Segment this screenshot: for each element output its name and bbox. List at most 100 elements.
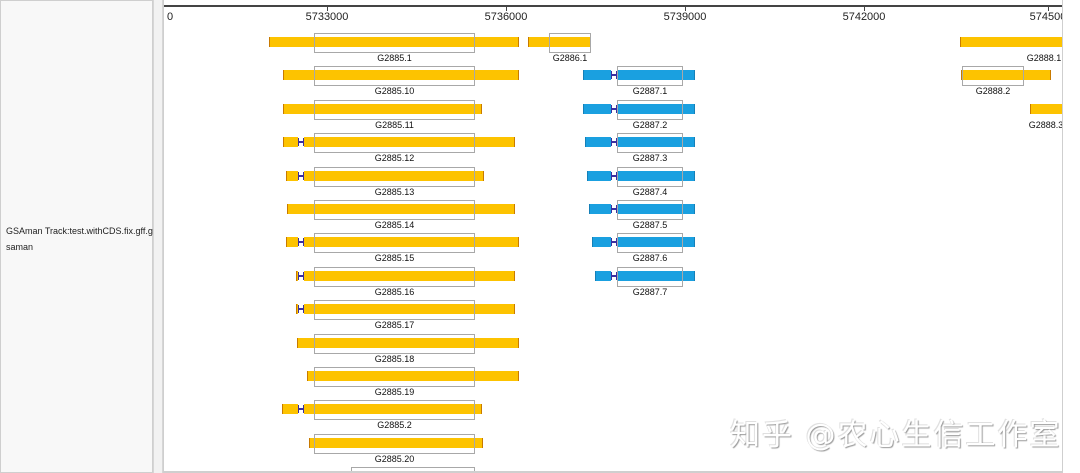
panel-splitter[interactable] bbox=[153, 0, 163, 473]
intron-line bbox=[298, 172, 304, 180]
feature-label: G2885.20 bbox=[374, 454, 415, 464]
cds-outline-box bbox=[314, 167, 475, 187]
feature-label: G2887.3 bbox=[632, 153, 668, 163]
feature-label: G2885.2 bbox=[377, 420, 412, 430]
feature-label: G2885.17 bbox=[374, 320, 415, 330]
feature-label: G2887.2 bbox=[632, 120, 668, 130]
transcript-bar[interactable] bbox=[592, 237, 695, 247]
feature-label: G2885.12 bbox=[374, 153, 415, 163]
intron-line bbox=[611, 138, 617, 146]
cds-outline-box bbox=[314, 300, 475, 320]
feature-label: G2885.16 bbox=[374, 287, 415, 297]
track-data-panel[interactable]: 0 5733000 5736000 5739000 5742000 574500 G28… bbox=[163, 0, 1063, 473]
feature-label: G2886.1 bbox=[552, 53, 588, 63]
feature-label: G2885.19 bbox=[374, 387, 415, 397]
transcript-bar[interactable] bbox=[283, 70, 519, 80]
transcript-bar[interactable] bbox=[595, 271, 695, 281]
transcript-bar[interactable] bbox=[286, 237, 519, 247]
horizontal-scrollbar[interactable] bbox=[163, 471, 1063, 473]
transcript-bar[interactable] bbox=[286, 171, 484, 181]
intron-line bbox=[298, 238, 304, 246]
intron-line bbox=[298, 305, 304, 313]
cds-outline-box bbox=[962, 66, 1024, 86]
watermark: 知乎 @农心生信工作室 bbox=[730, 418, 1062, 453]
axis-tick-label: 574500 bbox=[1029, 11, 1063, 23]
axis-tick-label: 5736000 bbox=[484, 11, 528, 23]
cds-outline-box bbox=[314, 66, 475, 86]
transcript-bar[interactable] bbox=[297, 338, 519, 348]
feature-label: G2887.1 bbox=[632, 86, 668, 96]
transcript-bar[interactable] bbox=[960, 37, 1062, 47]
transcript-bar[interactable] bbox=[282, 404, 482, 414]
intron-line bbox=[298, 405, 304, 413]
axis-tick bbox=[1048, 5, 1049, 11]
feature-label: G2887.6 bbox=[632, 253, 668, 263]
transcript-bar[interactable] bbox=[961, 70, 1051, 80]
intron-line bbox=[611, 205, 617, 213]
cds-outline-box bbox=[314, 200, 475, 220]
cds-outline-box bbox=[351, 467, 475, 473]
feature-label: G2885.13 bbox=[374, 187, 415, 197]
transcript-bar[interactable] bbox=[589, 204, 695, 214]
transcript-bar[interactable] bbox=[583, 70, 695, 80]
cds-outline-box bbox=[314, 33, 475, 53]
axis-tick bbox=[506, 5, 507, 11]
track-name: GSAman Track:test.withCDS.fix.gff.gsaman bbox=[6, 226, 153, 252]
intron-line bbox=[298, 272, 304, 280]
intron-line bbox=[611, 238, 617, 246]
cds-outline-box bbox=[549, 33, 591, 53]
transcript-bar[interactable] bbox=[283, 104, 482, 114]
transcript-bar[interactable] bbox=[1030, 104, 1062, 114]
feature-label: G2887.7 bbox=[632, 287, 668, 297]
cds-outline-box bbox=[617, 133, 683, 153]
cds-outline-box bbox=[314, 400, 475, 420]
feature-label: G2887.4 bbox=[632, 187, 668, 197]
cds-outline-box bbox=[314, 334, 475, 354]
transcript-bar[interactable] bbox=[583, 104, 695, 114]
feature-label: G2888.3 bbox=[1028, 120, 1063, 130]
axis-tick-label: 5739000 bbox=[663, 11, 707, 23]
feature-label: G2885.14 bbox=[374, 220, 415, 230]
ruler-axis bbox=[164, 5, 1062, 7]
cds-outline-box bbox=[314, 233, 475, 253]
cds-outline-box bbox=[617, 100, 683, 120]
cds-outline-box bbox=[314, 434, 475, 454]
cds-outline-box bbox=[314, 100, 475, 120]
cds-outline-box bbox=[314, 267, 475, 287]
intron-line bbox=[611, 71, 617, 79]
feature-label: G2885.1 bbox=[377, 53, 412, 63]
axis-tick bbox=[327, 5, 328, 11]
transcript-bar[interactable] bbox=[585, 137, 695, 147]
transcript-bar[interactable] bbox=[283, 137, 515, 147]
cds-outline-box bbox=[617, 200, 683, 220]
transcript-bar[interactable] bbox=[587, 171, 695, 181]
feature-label: G2888.2 bbox=[975, 86, 1011, 96]
transcript-bar[interactable] bbox=[309, 438, 483, 448]
cds-outline-box bbox=[314, 367, 475, 387]
cds-outline-box bbox=[617, 233, 683, 253]
feature-label: G2885.11 bbox=[375, 120, 414, 130]
intron-line bbox=[611, 172, 617, 180]
feature-label: G2885.10 bbox=[374, 86, 415, 96]
cds-outline-box bbox=[617, 66, 683, 86]
axis-start-label: 0 bbox=[167, 11, 174, 23]
transcript-bar[interactable] bbox=[287, 204, 515, 214]
feature-label: G2885.15 bbox=[374, 253, 415, 263]
transcript-bar[interactable] bbox=[307, 371, 519, 381]
cds-outline-box bbox=[617, 267, 683, 287]
feature-label: G2887.5 bbox=[632, 220, 668, 230]
transcript-bar[interactable] bbox=[296, 304, 515, 314]
transcript-bar[interactable] bbox=[296, 271, 515, 281]
axis-tick-label: 5733000 bbox=[305, 11, 349, 23]
feature-label: G2885.18 bbox=[374, 354, 415, 364]
cds-outline-box bbox=[617, 167, 683, 187]
intron-line bbox=[611, 105, 617, 113]
track-label-panel: GSAman Track:test.withCDS.fix.gff.gsaman bbox=[0, 0, 153, 473]
feature-label: G2888.1 bbox=[1026, 53, 1062, 63]
intron-line bbox=[298, 138, 304, 146]
axis-tick bbox=[685, 5, 686, 11]
axis-tick bbox=[864, 5, 865, 11]
transcript-bar[interactable] bbox=[269, 37, 519, 47]
axis-tick-label: 5742000 bbox=[842, 11, 886, 23]
cds-outline-box bbox=[314, 133, 475, 153]
